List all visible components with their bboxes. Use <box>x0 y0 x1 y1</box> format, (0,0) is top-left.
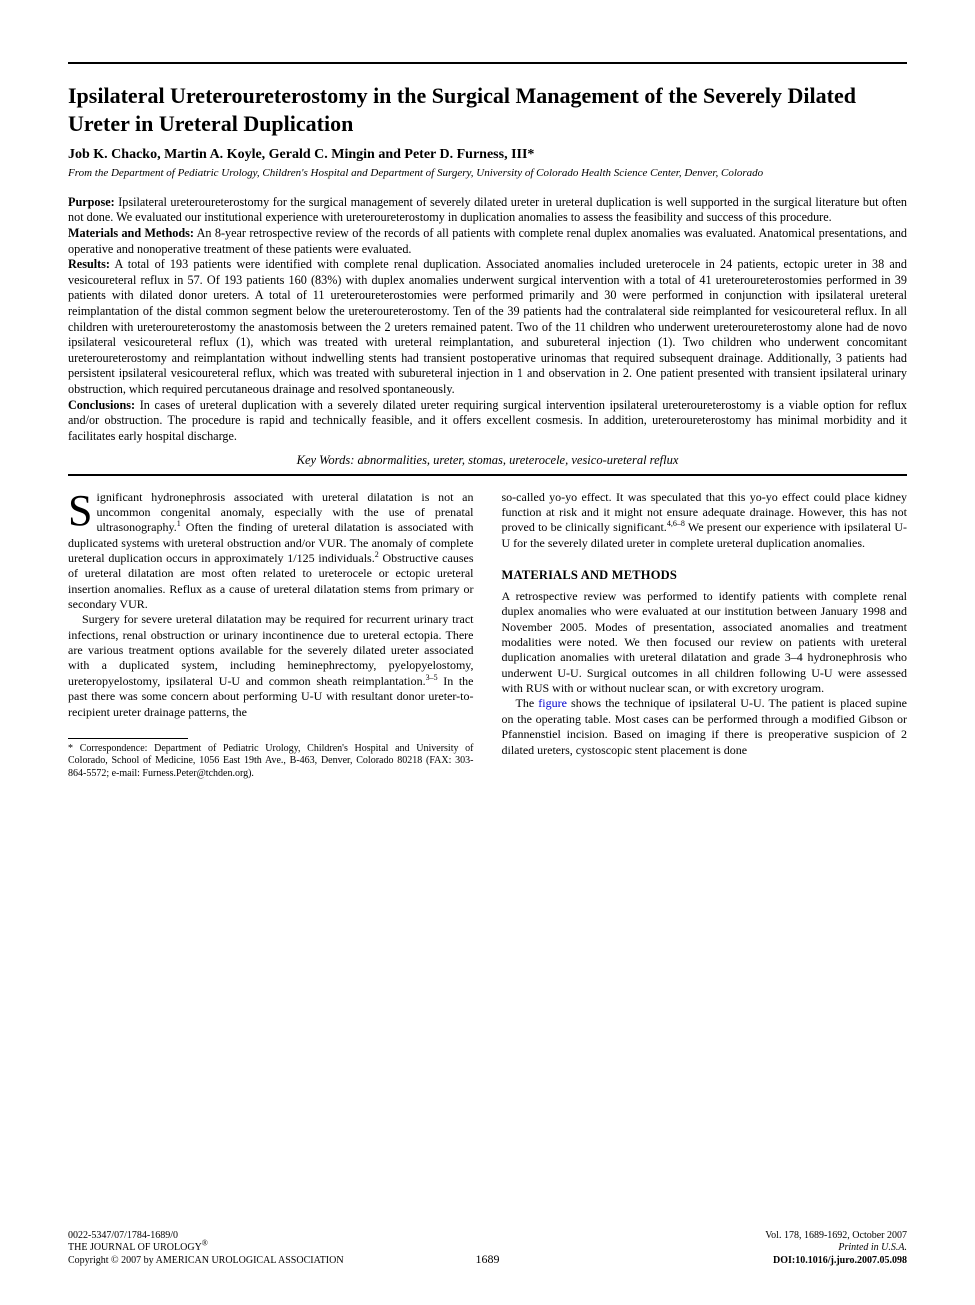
page-number: 1689 <box>68 1252 907 1267</box>
body-columns: Significant hydronephrosis associated wi… <box>68 490 907 781</box>
ref-3-5: 3–5 <box>426 673 438 682</box>
results-label: Results: <box>68 257 110 271</box>
top-rule <box>68 62 907 64</box>
intro-para-1: Significant hydronephrosis associated wi… <box>68 490 474 613</box>
article-title: Ipsilateral Ureteroureterostomy in the S… <box>68 82 907 137</box>
section-heading-methods: MATERIALS AND METHODS <box>502 567 908 583</box>
results-text: A total of 193 patients were identified … <box>68 257 907 396</box>
intro-para-2: Surgery for severe ureteral dilatation m… <box>68 612 474 720</box>
methods-text: An 8-year retrospective review of the re… <box>68 226 907 256</box>
intro-para-3: so-called yo-yo effect. It was speculate… <box>502 490 908 551</box>
footer-vol: Vol. 178, 1689-1692, October 2007 <box>765 1230 907 1243</box>
page-footer: 0022-5347/07/1784-1689/0 THE JOURNAL OF … <box>68 1230 907 1268</box>
left-column: Significant hydronephrosis associated wi… <box>68 490 474 781</box>
authors-line: Job K. Chacko, Martin A. Koyle, Gerald C… <box>68 147 907 163</box>
methods-label: Materials and Methods: <box>68 226 194 240</box>
purpose-label: Purpose: <box>68 195 115 209</box>
keywords: Key Words: abnormalities, ureter, stomas… <box>68 453 907 468</box>
ref-4-6-8: 4,6–8 <box>667 519 685 528</box>
p2a: Surgery for severe ureteral dilatation m… <box>68 612 474 687</box>
methods-para-2: The figure shows the technique of ipsila… <box>502 696 908 757</box>
mid-rule <box>68 474 907 476</box>
conclusions-text: In cases of ureteral duplication with a … <box>68 398 907 443</box>
dropcap: S <box>68 490 96 531</box>
methods-para-1: A retrospective review was performed to … <box>502 589 908 697</box>
correspondence-footnote: * Correspondence: Department of Pediatri… <box>68 743 474 781</box>
affiliation: From the Department of Pediatric Urology… <box>68 167 907 181</box>
figure-link[interactable]: figure <box>538 696 567 710</box>
purpose-text: Ipsilateral ureteroureterostomy for the … <box>68 195 907 225</box>
footnote-rule <box>68 738 188 739</box>
p5a: The <box>516 696 539 710</box>
abstract-block: Purpose: Ipsilateral ureteroureterostomy… <box>68 195 907 445</box>
conclusions-label: Conclusions: <box>68 398 135 412</box>
right-column: so-called yo-yo effect. It was speculate… <box>502 490 908 781</box>
